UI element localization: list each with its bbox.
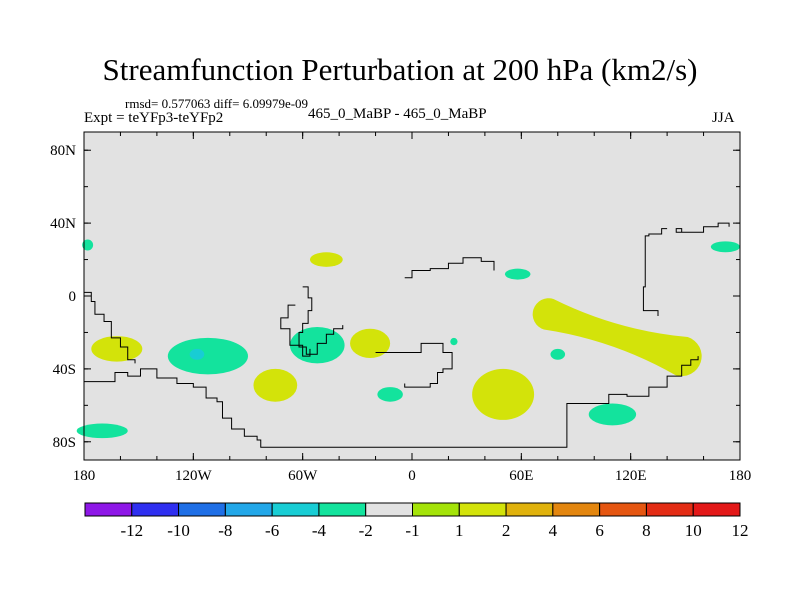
colorbar-label: 4	[549, 521, 558, 540]
anomaly-region	[472, 368, 535, 420]
coastline	[84, 291, 136, 364]
anomaly-region	[450, 337, 458, 346]
anomaly-region	[710, 241, 741, 253]
colorbar-label: -1	[405, 521, 419, 540]
anomaly-region	[189, 348, 205, 360]
y-tick-label: 80N	[50, 143, 76, 159]
colorbar-label: -12	[120, 521, 143, 540]
anomaly-region	[309, 252, 343, 267]
colorbar-swatch	[224, 502, 273, 517]
x-tick-label: 120E	[615, 468, 647, 484]
colorbar-label: 1	[455, 521, 464, 540]
season-label: JJA	[712, 110, 735, 126]
anomaly-band	[532, 298, 702, 377]
anomaly-region	[588, 403, 637, 426]
colorbar-swatch	[84, 502, 133, 517]
colorbar-label: -6	[265, 521, 279, 540]
coastline	[675, 222, 730, 233]
x-tick-label: 0	[408, 468, 416, 484]
colorbar-swatch	[412, 502, 460, 517]
anomaly-region	[91, 336, 143, 362]
anomaly-region	[167, 337, 249, 375]
anomaly-region	[377, 387, 403, 402]
map-background	[84, 132, 740, 460]
y-tick-label: 40N	[50, 216, 76, 232]
coastline	[84, 356, 699, 448]
coastline	[404, 257, 495, 279]
y-tick-label: 0	[69, 289, 77, 305]
x-tick-label: 180	[729, 468, 752, 484]
colorbar-swatch	[365, 502, 414, 517]
colorbar-swatch	[178, 502, 226, 517]
rmsd-stats: rmsd= 0.577063 diff= 6.09979e-09	[125, 96, 309, 111]
colorbar-swatch	[505, 502, 554, 517]
experiment-label: Expt = teYFp3-teYFp2	[84, 110, 224, 126]
coastline	[642, 228, 668, 317]
anomaly-region	[253, 368, 298, 402]
colorbar-label: 2	[502, 521, 511, 540]
colorbar-swatch	[318, 502, 367, 517]
x-tick-label: 120W	[175, 468, 213, 484]
colorbar-swatch	[458, 502, 507, 517]
colorbar-swatch	[645, 502, 694, 517]
y-tick-label: 80S	[53, 435, 76, 451]
colorbar-swatch	[552, 502, 601, 517]
anomaly-region	[504, 268, 531, 280]
anomaly-region	[82, 239, 94, 251]
anomaly-region	[76, 423, 128, 439]
colorbar-label: -4	[312, 521, 327, 540]
chart-subtitle: 465_0_MaBP - 465_0_MaBP	[308, 106, 487, 122]
colorbar-label: 10	[685, 521, 702, 540]
colorbar-label: -2	[359, 521, 373, 540]
x-tick-label: 60E	[509, 468, 533, 484]
x-tick-label: 60W	[288, 468, 318, 484]
x-tick-label: 180	[73, 468, 96, 484]
colorbar-swatch	[692, 502, 741, 517]
coastline	[298, 286, 344, 355]
colorbar-label: -10	[167, 521, 190, 540]
colorbar-swatch	[131, 502, 180, 517]
colorbar-label: 12	[732, 521, 749, 540]
coastline	[375, 342, 453, 388]
colorbar-swatch	[599, 502, 647, 517]
colorbar-label: 8	[642, 521, 651, 540]
anomaly-region	[350, 328, 391, 358]
coastline	[280, 304, 311, 357]
colorbar-swatch	[271, 502, 320, 517]
y-tick-label: 40S	[53, 362, 76, 378]
colorbar-label: 6	[595, 521, 604, 540]
anomaly-region	[550, 348, 566, 360]
colorbar-label: -8	[218, 521, 232, 540]
chart-title: Streamfunction Perturbation at 200 hPa (…	[102, 52, 698, 87]
